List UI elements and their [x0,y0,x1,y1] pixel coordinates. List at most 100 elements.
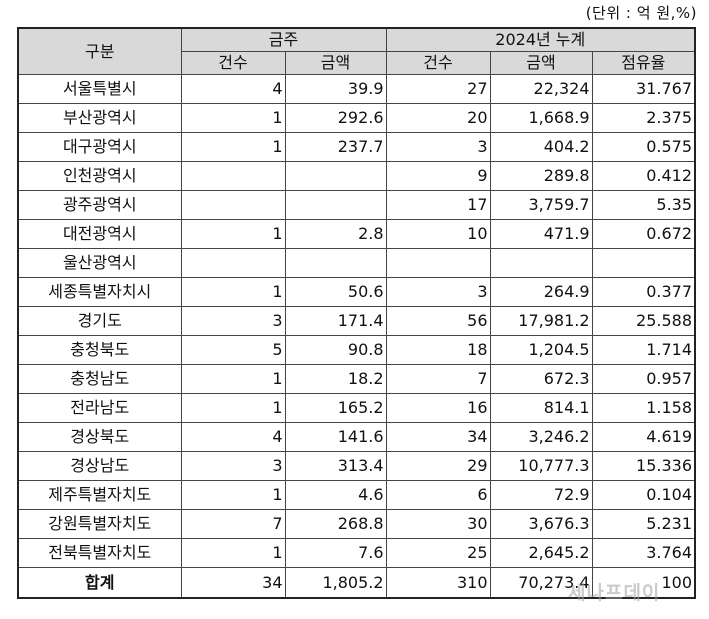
row-week-amount: 4.6 [284,480,387,510]
row-share: 0.672 [591,219,696,249]
row-share: 0.575 [591,132,696,162]
header-row-columns: 건수 금액 건수 금액 점유율 [18,51,696,75]
header-share: 점유율 [591,51,696,75]
row-week-count: 1 [180,132,286,162]
header-week-amount: 금액 [284,51,387,75]
row-cum-count: 16 [385,393,491,423]
row-week-amount [284,248,387,278]
row-share: 2.375 [591,103,696,133]
row-cum-count: 3 [385,277,491,307]
row-region: 서울특별시 [17,74,182,104]
row-share: 5.35 [591,190,696,220]
row-week-amount: 292.6 [284,103,387,133]
row-cum-count: 29 [385,451,491,481]
row-week-count: 4 [180,422,286,452]
row-week-count: 1 [180,538,286,568]
row-cum-amount: 17,981.2 [489,306,593,336]
row-week-amount [284,190,387,220]
row-share: 4.619 [591,422,696,452]
row-region: 경상북도 [17,422,182,452]
row-share: 5.231 [591,509,696,539]
table-row: 강원특별자치도 7 268.8 30 3,676.3 5.231 [17,509,696,539]
row-share: 0.104 [591,480,696,510]
row-cum-amount: 289.8 [489,161,593,191]
row-region: 강원특별자치도 [17,509,182,539]
row-cum-amount: 3,759.7 [489,190,593,220]
row-cum-count: 9 [385,161,491,191]
table-row: 경상남도 3 313.4 29 10,777.3 15.336 [17,451,696,481]
row-cum-count: 34 [385,422,491,452]
row-week-count: 1 [180,480,286,510]
row-share: 1.714 [591,335,696,365]
header-group-cumulative: 2024년 누계 [385,27,696,52]
row-cum-amount: 10,777.3 [489,451,593,481]
header-cum-count: 건수 [385,51,491,75]
row-cum-count: 30 [385,509,491,539]
row-cum-amount: 404.2 [489,132,593,162]
row-region: 광주광역시 [17,190,182,220]
row-cum-amount: 264.9 [489,277,593,307]
table-row: 전라남도 1 165.2 16 814.1 1.158 [17,393,696,423]
row-week-count: 4 [180,74,286,104]
row-region: 경기도 [17,306,182,336]
row-week-amount [284,161,387,191]
row-week-amount: 141.6 [284,422,387,452]
row-cum-amount [489,248,593,278]
table-row: 부산광역시 1 292.6 20 1,668.9 2.375 [17,103,696,133]
table-body: 서울특별시 4 39.9 27 22,324 31.767 부산광역시 1 292.6 20 1,6… [17,74,696,568]
total-week-amount: 1,805.2 [284,567,387,599]
row-week-amount: 7.6 [284,538,387,568]
header-group-current: 금주 [180,27,387,52]
row-region: 전라남도 [17,393,182,423]
row-region: 부산광역시 [17,103,182,133]
row-region: 제주특별자치도 [17,480,182,510]
row-cum-count: 3 [385,132,491,162]
row-cum-amount: 3,676.3 [489,509,593,539]
table-row: 대전광역시 1 2.8 10 471.9 0.672 [17,219,696,249]
row-week-count: 1 [180,364,286,394]
row-cum-amount: 72.9 [489,480,593,510]
row-week-count [180,248,286,278]
row-cum-amount: 3,246.2 [489,422,593,452]
row-share: 0.957 [591,364,696,394]
row-cum-amount: 22,324 [489,74,593,104]
row-region: 인천광역시 [17,161,182,191]
row-region: 전북특별자치도 [17,538,182,568]
row-cum-count: 25 [385,538,491,568]
row-region: 대구광역시 [17,132,182,162]
row-week-amount: 171.4 [284,306,387,336]
row-share: 1.158 [591,393,696,423]
row-week-count: 1 [180,277,286,307]
table-row: 경상북도 4 141.6 34 3,246.2 4.619 [17,422,696,452]
row-cum-count: 18 [385,335,491,365]
table-row: 제주특별자치도 1 4.6 6 72.9 0.104 [17,480,696,510]
row-cum-amount: 1,668.9 [489,103,593,133]
row-week-count [180,161,286,191]
regional-stats-table: 구분 금주 2024년 누계 건수 금액 건수 금액 점유율 서울특별시 4 39.… [17,27,697,599]
table-row: 세종특별자치시 1 50.6 3 264.9 0.377 [17,277,696,307]
row-week-amount: 2.8 [284,219,387,249]
row-region: 경상남도 [17,451,182,481]
total-cum-count: 310 [385,567,491,599]
header-cum-amount: 금액 [489,51,593,75]
total-week-count: 34 [180,567,286,599]
row-week-count: 3 [180,451,286,481]
row-week-count: 3 [180,306,286,336]
row-cum-amount: 672.3 [489,364,593,394]
row-region: 대전광역시 [17,219,182,249]
table-row: 인천광역시 9 289.8 0.412 [17,161,696,191]
row-week-amount: 268.8 [284,509,387,539]
header-region: 구분 [17,27,182,75]
row-share: 0.377 [591,277,696,307]
total-row: 합계 34 1,805.2 310 70,273.4 100 [17,567,696,599]
row-week-amount: 313.4 [284,451,387,481]
row-week-amount: 165.2 [284,393,387,423]
row-region: 충청남도 [17,364,182,394]
table-row: 대구광역시 1 237.7 3 404.2 0.575 [17,132,696,162]
table-row: 광주광역시 17 3,759.7 5.35 [17,190,696,220]
row-cum-amount: 1,204.5 [489,335,593,365]
table-row: 울산광역시 [17,248,696,278]
table-row: 경기도 3 171.4 56 17,981.2 25.588 [17,306,696,336]
row-share: 3.764 [591,538,696,568]
table-row: 충청남도 1 18.2 7 672.3 0.957 [17,364,696,394]
